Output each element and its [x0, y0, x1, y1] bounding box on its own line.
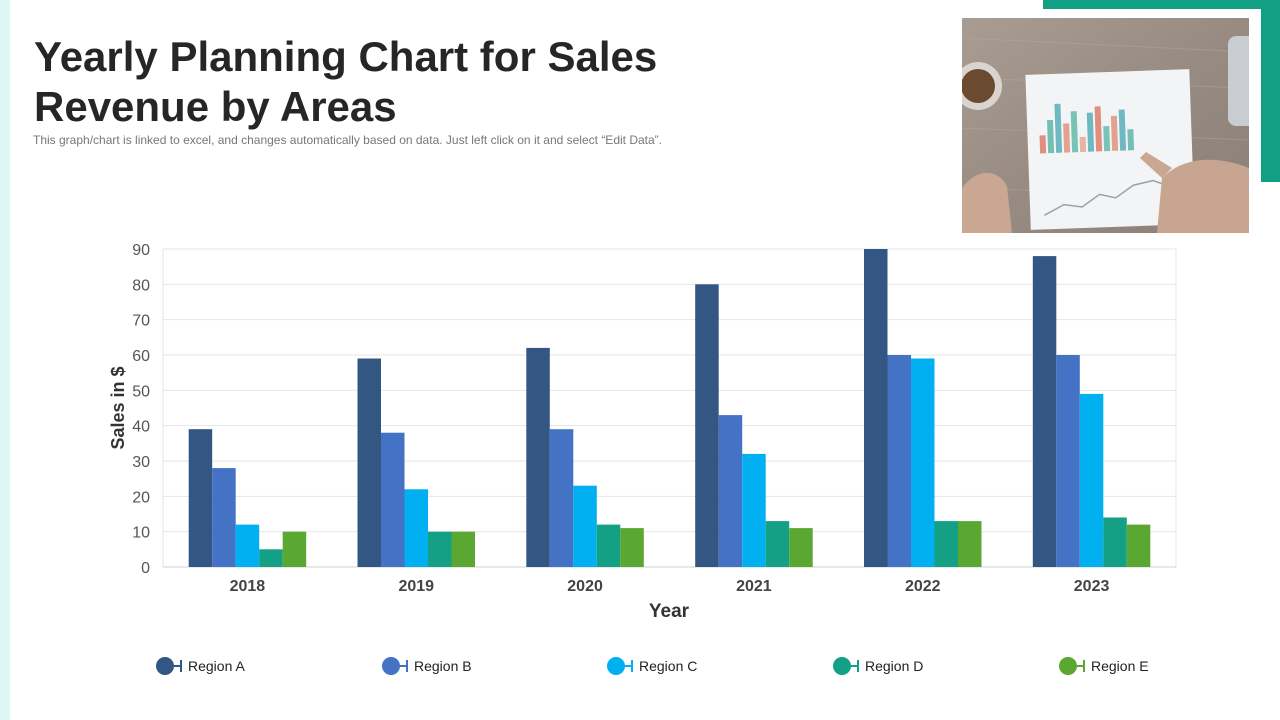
- report-on-table-photo-icon: [962, 18, 1249, 233]
- y-tick-label: 60: [132, 348, 150, 365]
- x-tick-label: 2018: [230, 578, 266, 595]
- y-tick-label: 10: [132, 525, 150, 542]
- page-subtitle: This graph/chart is linked to excel, and…: [33, 133, 662, 147]
- x-tick-label: 2021: [736, 578, 772, 595]
- y-axis-ticks: 0 10 20 30 40 50 60 70 80 90: [132, 242, 150, 577]
- bar-region-b-2018: [212, 468, 236, 567]
- bar-region-e-2018: [282, 531, 307, 567]
- y-tick-label: 50: [132, 383, 150, 400]
- bar-region-e-2020: [620, 528, 644, 567]
- bar-region-e-2019: [451, 531, 475, 567]
- y-tick-label: 90: [132, 242, 150, 259]
- legend-item-region-e: Region E: [1058, 652, 1149, 680]
- chart-legend: Region A Region B Region C Region D Regi…: [0, 652, 1280, 680]
- legend-label: Region B: [414, 658, 472, 674]
- bar-region-a-2018: [188, 429, 213, 567]
- y-axis-label: Sales in $: [108, 366, 128, 449]
- x-axis-ticks: 2018 2019 2020 2021 2022 2023: [230, 578, 1110, 595]
- bar-region-b-2021: [718, 415, 743, 567]
- x-tick-label: 2022: [905, 578, 941, 595]
- bar-region-a-2019: [357, 358, 381, 567]
- right-accent-bar: [1261, 0, 1280, 182]
- bar-region-d-2021: [765, 521, 790, 567]
- y-tick-label: 80: [132, 277, 150, 294]
- x-tick-label: 2019: [398, 578, 434, 595]
- bar-region-c-2019: [404, 489, 428, 567]
- y-tick-label: 40: [132, 419, 150, 436]
- legend-label: Region C: [639, 658, 698, 674]
- legend-marker-icon: [155, 652, 183, 680]
- legend-item-region-b: Region B: [381, 652, 472, 680]
- bar-region-c-2021: [742, 453, 766, 567]
- bar-region-e-2022: [958, 521, 982, 567]
- bar-region-b-2020: [549, 429, 574, 567]
- bar-region-c-2022: [911, 358, 935, 567]
- y-tick-label: 0: [141, 560, 150, 577]
- legend-item-region-d: Region D: [832, 652, 923, 680]
- bar-region-a-2021: [695, 284, 719, 567]
- bar-region-d-2020: [596, 524, 621, 567]
- y-tick-label: 20: [132, 489, 150, 506]
- bar-region-b-2019: [381, 432, 405, 567]
- sales-bar-chart: 0 10 20 30 40 50 60 70 80 90 2018 2019 2020 2021 2022…: [108, 242, 1177, 622]
- x-axis-label: Year: [649, 601, 690, 622]
- report-photo: [962, 18, 1249, 233]
- legend-marker-icon: [381, 652, 409, 680]
- bar-region-b-2022: [887, 355, 911, 567]
- legend-marker-icon: [832, 652, 860, 680]
- page-title: Yearly Planning Chart for Sales Revenue …: [34, 33, 658, 130]
- chart-bars: [188, 249, 1151, 567]
- legend-item-region-a: Region A: [155, 652, 245, 680]
- bar-region-d-2023: [1103, 517, 1127, 567]
- bar-region-c-2020: [573, 485, 597, 567]
- bar-region-e-2023: [1126, 524, 1151, 567]
- bar-region-b-2023: [1056, 355, 1080, 567]
- bar-region-d-2018: [259, 549, 283, 567]
- x-tick-label: 2023: [1074, 578, 1110, 595]
- y-tick-label: 30: [132, 454, 150, 471]
- top-accent-bar: [1043, 0, 1280, 9]
- legend-marker-icon: [606, 652, 634, 680]
- legend-label: Region E: [1091, 658, 1149, 674]
- legend-label: Region D: [865, 658, 924, 674]
- chart-gridlines: [162, 248, 1177, 567]
- legend-item-region-c: Region C: [606, 652, 697, 680]
- bar-region-d-2019: [428, 531, 452, 567]
- bar-region-c-2018: [235, 524, 260, 567]
- bar-region-a-2020: [526, 347, 550, 567]
- legend-label: Region A: [188, 658, 245, 674]
- y-tick-label: 70: [132, 313, 150, 330]
- bar-region-a-2022: [864, 249, 888, 567]
- bar-region-d-2022: [934, 521, 958, 567]
- legend-marker-icon: [1058, 652, 1086, 680]
- bar-region-e-2021: [789, 528, 813, 567]
- bar-region-c-2023: [1079, 393, 1104, 567]
- bar-region-a-2023: [1032, 256, 1057, 567]
- left-accent-strip: [0, 0, 10, 720]
- x-tick-label: 2020: [567, 578, 603, 595]
